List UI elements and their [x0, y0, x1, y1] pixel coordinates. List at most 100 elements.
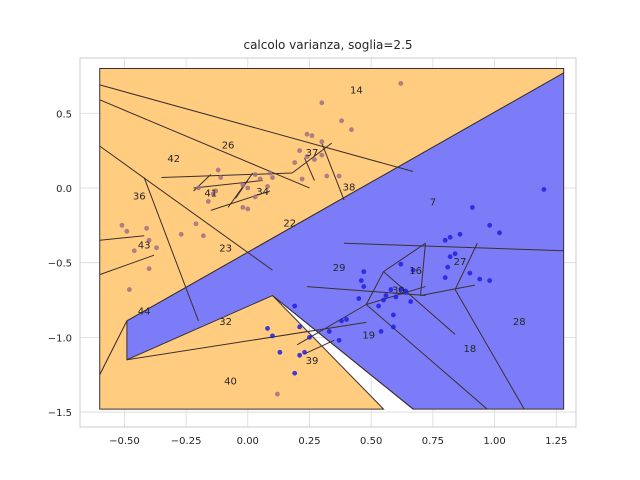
blue-data-point	[270, 333, 275, 339]
region-label: 39	[306, 356, 319, 367]
orange-data-point	[319, 152, 325, 158]
boundary-line	[291, 142, 333, 174]
region-label: 28	[513, 317, 526, 328]
region-label: 23	[219, 244, 232, 255]
orange-data-point	[126, 287, 132, 292]
boundary-line	[99, 145, 273, 271]
x-tick-label: 1.00	[483, 436, 505, 447]
blue-data-point	[297, 352, 303, 358]
blue-data-point	[467, 270, 473, 276]
orange-data-point	[205, 199, 211, 204]
orange-data-point	[196, 185, 201, 191]
blue-data-point	[487, 222, 493, 228]
region-label: 27	[454, 257, 467, 268]
region-label: 32	[219, 317, 232, 328]
boundary-line	[321, 142, 345, 201]
region-label: 14	[350, 85, 363, 96]
blue-data-point	[469, 204, 475, 210]
region-label: 19	[362, 330, 375, 341]
blue-data-point	[344, 317, 349, 322]
region-label: 43	[138, 241, 151, 252]
boundary-line	[304, 339, 335, 355]
orange-data-point	[178, 231, 184, 237]
x-tick-label: 0.25	[298, 436, 320, 447]
blue-data-point	[378, 328, 384, 334]
orange-data-point	[299, 176, 305, 182]
boundary-line	[420, 284, 475, 297]
orange-data-point	[297, 148, 303, 154]
orange-data-point	[245, 206, 251, 212]
blue-data-point	[361, 269, 367, 275]
boundary-line	[235, 180, 249, 199]
orange-data-point	[265, 184, 270, 189]
blue-data-point	[447, 254, 453, 260]
y-tick-label: 0.5	[56, 109, 72, 120]
blue-data-point	[390, 312, 396, 318]
blue-data-point	[297, 324, 303, 330]
orange-data-point	[119, 222, 125, 228]
blue-data-point	[388, 287, 394, 292]
boundary-line	[306, 286, 426, 297]
blue-data-point	[390, 324, 396, 330]
x-tick-label: 1.25	[545, 436, 567, 447]
orange-data-point	[240, 182, 246, 188]
blue-data-point	[339, 318, 344, 324]
orange-data-point	[319, 139, 325, 145]
region-label: 26	[222, 141, 235, 152]
orange-data-point	[312, 157, 317, 162]
orange-data-point	[252, 194, 258, 200]
orange-data-point	[245, 185, 251, 191]
boundary-line	[304, 157, 315, 181]
y-tick-label: −0.5	[48, 259, 72, 270]
blue-data-point	[336, 337, 342, 343]
x-tick-label: 0.75	[422, 436, 444, 447]
region-label: 30	[392, 286, 405, 297]
orange-data-point	[324, 173, 330, 179]
region-boundaries	[99, 84, 564, 410]
orange-data-point	[336, 173, 342, 179]
orange-data-point	[146, 266, 152, 272]
boundary-line	[193, 180, 263, 189]
orange-data-point	[240, 204, 246, 210]
orange-data-point	[146, 237, 152, 243]
boundary-line	[99, 84, 414, 173]
orange-data-point	[124, 228, 130, 234]
blue-data-point	[383, 293, 389, 298]
boundary-line	[454, 243, 478, 290]
orange-data-point	[304, 154, 310, 159]
boundary-line	[365, 304, 488, 410]
region-labels: 14 26 37 42 38 36 41 34 7 22 43 23 27 29 16 30 44 32 28 19 1…	[133, 85, 526, 387]
boundary-line	[365, 271, 384, 305]
region-label: 44	[138, 306, 151, 317]
blue-data-point	[307, 334, 312, 340]
chart-title: calcolo varianza, soglia=2.5	[243, 38, 412, 52]
blue-data-point	[408, 299, 414, 304]
orange-data-point	[304, 131, 310, 137]
region-label: 34	[256, 187, 269, 198]
orange-data-point	[252, 172, 258, 177]
blue-data-point	[277, 349, 283, 355]
y-tick-label: −1.0	[48, 333, 72, 344]
region-label: 16	[409, 266, 422, 277]
blue-data-point	[381, 297, 386, 303]
data-points	[119, 80, 547, 397]
blue-data-point	[292, 370, 298, 376]
orange-data-point	[218, 175, 224, 180]
blue-data-point	[457, 231, 463, 237]
axes-frame	[79, 57, 577, 428]
x-tick-label: −0.25	[171, 436, 202, 447]
orange-data-point	[270, 175, 275, 180]
blue-data-point	[358, 278, 364, 283]
decision-regions	[99, 67, 565, 410]
blue-data-point	[445, 264, 451, 270]
orange-data-point	[267, 170, 273, 176]
orange-data-point	[200, 233, 206, 239]
orange-data-point	[154, 245, 159, 251]
boundary-line	[227, 172, 254, 208]
blue-data-point	[447, 234, 453, 240]
region-label: 41	[204, 188, 217, 199]
blue-data-point	[393, 294, 399, 300]
blue-data-point	[361, 284, 367, 289]
boundary-line	[383, 271, 456, 335]
